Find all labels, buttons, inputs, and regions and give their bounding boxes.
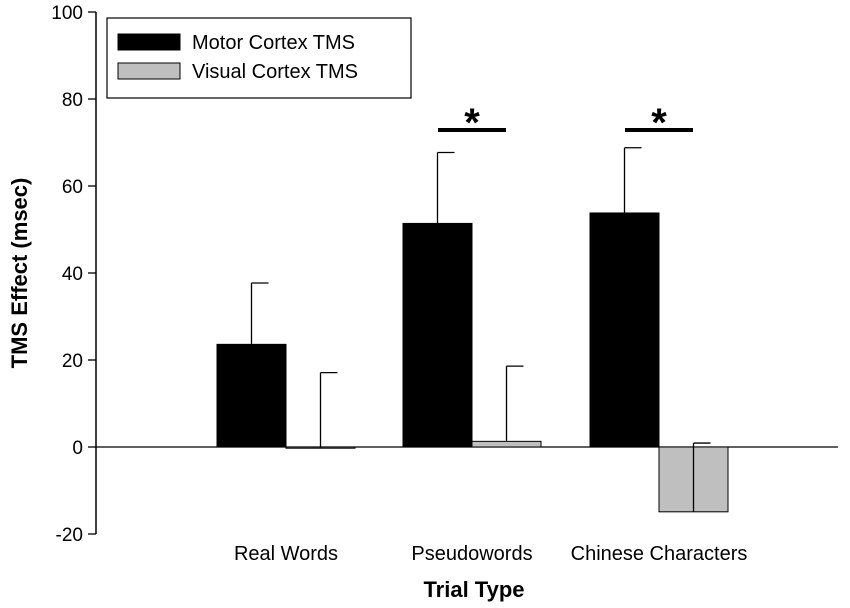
bar-motor-0 — [216, 343, 287, 448]
y-tick-label: 40 — [62, 264, 83, 285]
legend-label-motor: Motor Cortex TMS — [192, 32, 355, 54]
y-tick-label: 80 — [62, 90, 83, 111]
bar-motor-1 — [402, 222, 473, 448]
y-tick-label: 100 — [51, 3, 83, 24]
category-label: Pseudowords — [411, 543, 532, 565]
y-tick-group: -20 0 20 40 60 80 100 — [51, 3, 96, 546]
y-tick-label: 60 — [62, 177, 83, 198]
legend-label-visual: Visual Cortex TMS — [192, 61, 358, 83]
legend-swatch-visual — [117, 62, 181, 80]
category-labels: Real Words Pseudowords Chinese Characters — [234, 543, 747, 565]
y-tick-label: 0 — [72, 438, 83, 459]
category-label: Real Words — [234, 543, 338, 565]
legend: Motor Cortex TMS Visual Cortex TMS — [106, 17, 412, 99]
bar-visual-1 — [471, 440, 542, 448]
legend-box — [106, 17, 412, 99]
bars-group — [216, 147, 729, 513]
significance-asterisk: * — [464, 101, 480, 145]
significance-markers: * * — [438, 101, 693, 145]
y-tick-label: 20 — [62, 351, 83, 372]
category-label: Chinese Characters — [571, 543, 748, 565]
y-tick-label: -20 — [56, 525, 83, 546]
y-axis-title: TMS Effect (msec) — [7, 178, 32, 369]
bar-motor-2 — [589, 212, 660, 448]
significance-asterisk: * — [651, 101, 667, 145]
x-axis-title: Trial Type — [423, 577, 524, 602]
legend-swatch-motor — [117, 33, 181, 51]
